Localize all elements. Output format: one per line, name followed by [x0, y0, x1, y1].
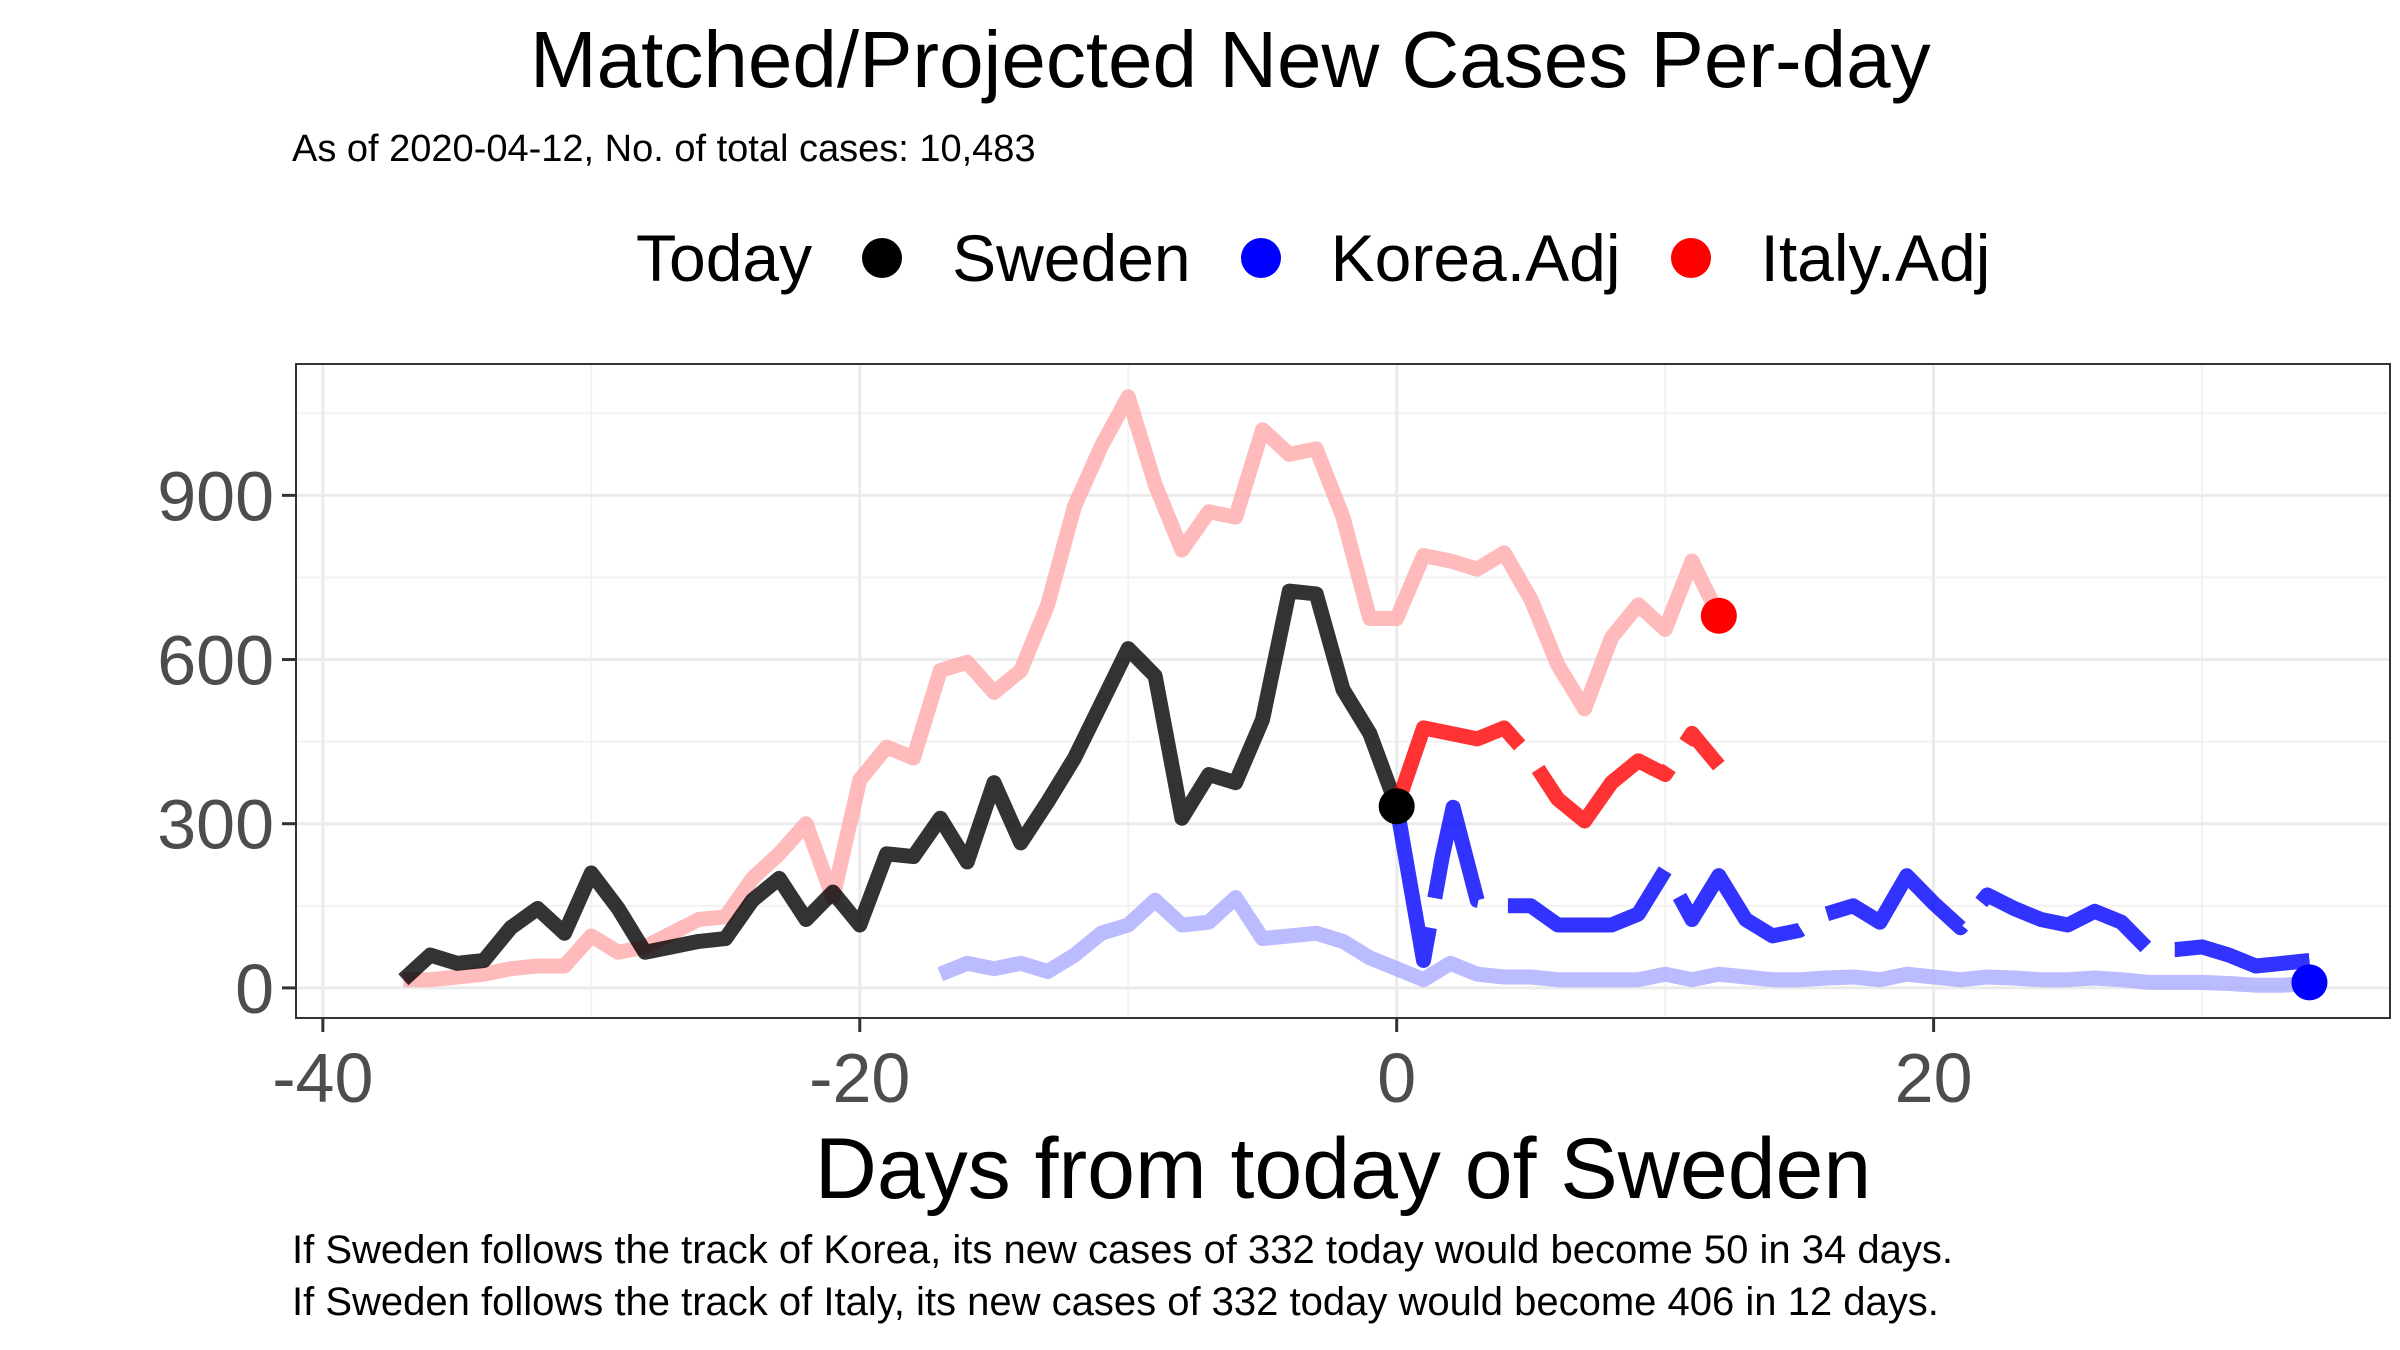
legend-key-sweden [862, 238, 903, 278]
y-tick-label: 0 [235, 950, 274, 1028]
legend: Today Sweden Korea.Adj Italy.Adj [636, 218, 2040, 298]
today-marker-italy-adj [1700, 597, 1737, 634]
today-marker-korea-adj [2291, 964, 2328, 1001]
series-line-italy-adj [1389, 720, 1725, 829]
y-tick-label: 900 [157, 457, 274, 535]
series-line-korea-adj [1389, 799, 2311, 974]
legend-item-korea: Korea.Adj [1240, 220, 1621, 296]
legend-label-italy: Italy.Adj [1760, 221, 1991, 295]
legend-title: Today [636, 221, 813, 295]
legend-key-korea [1240, 238, 1281, 278]
today-markers [1378, 597, 2328, 1001]
y-tick-label: 300 [157, 786, 274, 864]
x-tick-label: 0 [1377, 1039, 1416, 1117]
axis-ticks [282, 493, 1936, 1032]
chart-title: Matched/Projected New Cases Per-day [530, 15, 1931, 104]
x-tick-label: -20 [809, 1039, 910, 1117]
series-line-sweden [398, 583, 1404, 986]
x-axis-tick-labels: -40 -20 0 20 [272, 1039, 1972, 1117]
chart-subtitle: As of 2020-04-12, No. of total cases: 10… [292, 128, 1036, 170]
series-layer [398, 389, 2311, 993]
series-line-korea-adj-matched [937, 890, 2310, 993]
x-tick-label: 20 [1895, 1039, 1973, 1117]
today-marker-sweden [1378, 788, 1415, 825]
series-line-italy-adj-matched [403, 389, 1726, 988]
y-tick-label: 600 [157, 622, 274, 700]
x-tick-label: -40 [272, 1039, 373, 1117]
y-axis-tick-labels: 0 300 600 900 [157, 457, 274, 1028]
legend-item-italy: Italy.Adj [1670, 220, 1991, 296]
legend-item-sweden: Sweden [862, 220, 1191, 296]
legend-label-sweden: Sweden [952, 221, 1191, 295]
caption-italy: If Sweden follows the track of Italy, it… [292, 1280, 1939, 1324]
legend-key-italy [1670, 238, 1711, 278]
plot-panel-border [295, 363, 2391, 1019]
caption-korea: If Sweden follows the track of Korea, it… [292, 1228, 1953, 1272]
legend-label-korea: Korea.Adj [1330, 221, 1621, 295]
x-axis-title: Days from today of Sweden [815, 1121, 1871, 1217]
